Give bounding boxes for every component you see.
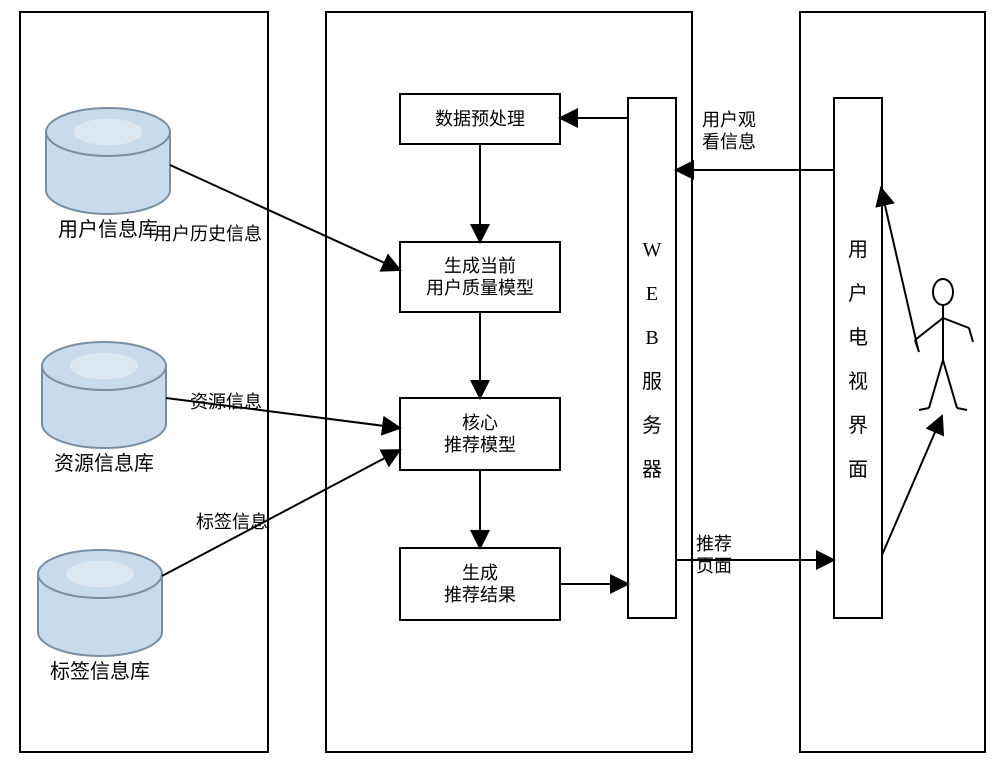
user-icon: [915, 279, 973, 410]
edge-label-9-l0: 推荐: [696, 534, 732, 554]
tall-web: WEB服务器WEB服务器: [0, 0, 676, 618]
database-label-d3: 标签信息库: [50, 660, 150, 683]
edge-label-8-l0: 用户观: [702, 110, 756, 130]
tall-label-web-c2: B: [645, 327, 658, 349]
process-label-p2-line0: 生成当前: [444, 256, 516, 276]
edge-label-2-l0: 标签信息: [196, 512, 268, 532]
database-label-d1: 用户信息库: [58, 218, 158, 241]
edge-label-0-l0: 用户历史信息: [154, 224, 262, 244]
process-label-p4-line0: 生成: [462, 563, 498, 583]
tall-label-web-c0: W: [643, 239, 662, 261]
tall-label-tv_ui-c2: 电: [848, 326, 868, 349]
process-label-p4-line1: 推荐结果: [444, 585, 516, 605]
database-d1: 用户信息库: [46, 108, 170, 241]
edge-label-8-l1: 看信息: [702, 132, 756, 152]
edge-tv_ui_bot-to-fig: [882, 416, 942, 555]
process-p4: 生成推荐结果: [400, 548, 560, 620]
edge-fig-to-tv_ui_top: [881, 188, 918, 349]
edge-label-9-l1: 页面: [696, 556, 732, 576]
tall-label-tv_ui-c5: 面: [848, 459, 868, 481]
tall-label-web-c1: E: [646, 283, 658, 305]
frame-right: [800, 12, 985, 752]
process-label-p2-line1: 用户质量模型: [426, 278, 534, 298]
tall-label-web-c3: 服: [642, 371, 662, 393]
database-label-d2: 资源信息库: [54, 452, 154, 475]
process-p1: 数据预处理: [400, 94, 560, 144]
tall-label-web-c5: 器: [642, 459, 662, 481]
tall-label-tv_ui-c4: 界: [848, 415, 868, 437]
process-label-p1-line0: 数据预处理: [435, 109, 525, 129]
database-d3: 标签信息库: [38, 550, 162, 683]
tall-tv_ui: 用户电视界面用户电视界面: [0, 0, 882, 618]
tall-label-tv_ui-c3: 视: [848, 370, 868, 393]
edge-label-1-l0: 资源信息: [190, 392, 262, 412]
database-d2: 资源信息库: [42, 342, 166, 475]
process-label-p3-line1: 推荐模型: [444, 435, 516, 455]
tall-label-tv_ui-c1: 户: [848, 282, 868, 305]
process-p3: 核心推荐模型: [400, 398, 560, 470]
tall-label-tv_ui-c0: 用: [848, 239, 868, 261]
tall-label-web-c4: 务: [642, 414, 662, 437]
process-p2: 生成当前用户质量模型: [400, 242, 560, 312]
process-label-p3-line0: 核心: [462, 413, 498, 433]
edge-d1-to-p2: [170, 165, 400, 270]
